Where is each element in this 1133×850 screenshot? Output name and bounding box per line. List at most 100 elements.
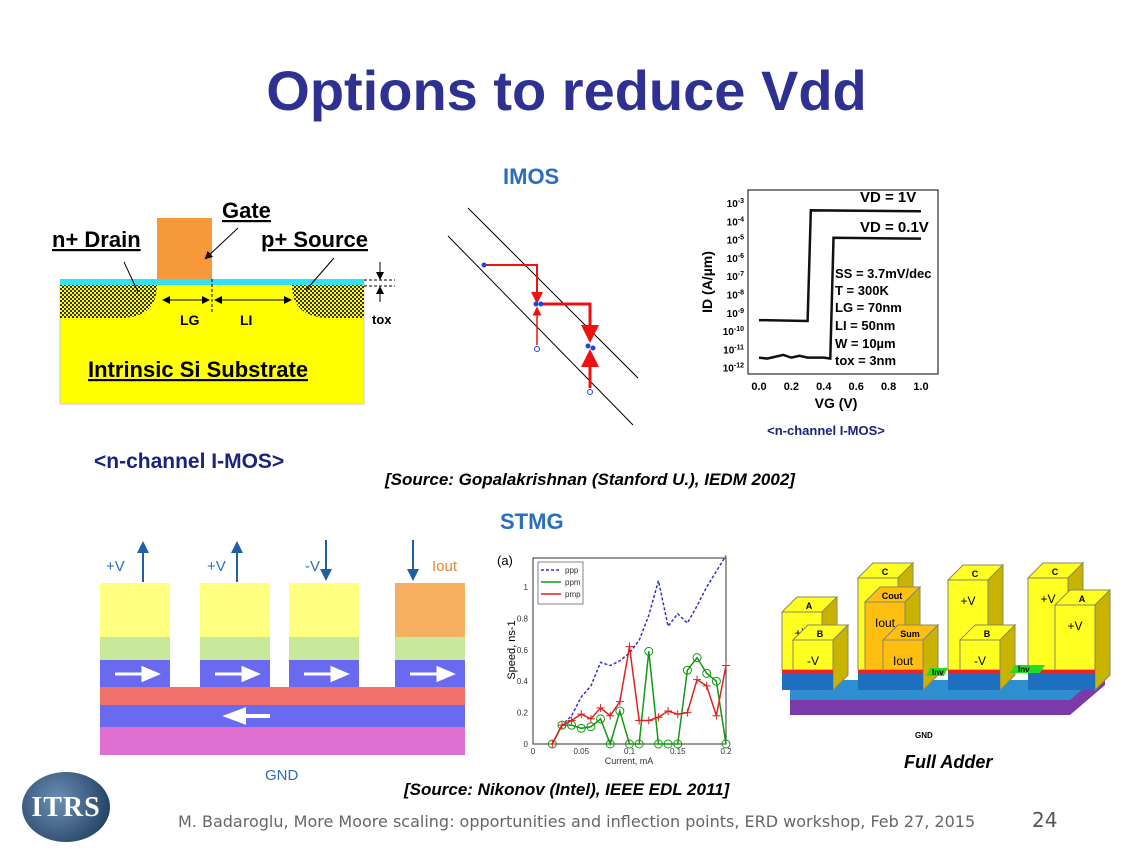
data-point bbox=[663, 739, 673, 749]
y-tick-label: 10-10 bbox=[723, 326, 744, 338]
y-tick-label: 10-4 bbox=[727, 216, 744, 228]
pillar-base bbox=[960, 674, 1000, 690]
y-tick-label: 10-7 bbox=[727, 271, 744, 283]
x-tick-label: 0.2 bbox=[720, 747, 732, 756]
magnet-top bbox=[200, 583, 270, 637]
data-point bbox=[693, 675, 702, 684]
y-axis-label: Speed, ns-1 bbox=[506, 620, 518, 679]
x-tick-label: 0.05 bbox=[573, 747, 589, 756]
x-axis-label: Current, mA bbox=[605, 756, 654, 766]
x-tick-label: 0.8 bbox=[881, 381, 896, 393]
pillar-red-layer bbox=[883, 670, 923, 674]
data-point bbox=[577, 710, 586, 719]
plot-frame bbox=[747, 189, 939, 375]
y-tick-label: 1 bbox=[524, 583, 529, 592]
param-lg: LG = 70nm bbox=[835, 300, 902, 315]
data-point bbox=[722, 661, 730, 670]
x-tick-label: 0.1 bbox=[624, 747, 636, 756]
data-point bbox=[664, 707, 673, 716]
data-point bbox=[596, 703, 605, 712]
y-tick-label: 10-11 bbox=[723, 344, 744, 356]
data-point bbox=[567, 716, 576, 725]
full-adder-diagram: A+VC+VC+VC+VA+VB-VCoutIoutSumIoutB-VInvI… bbox=[780, 561, 1112, 740]
drain-label: n+ Drain bbox=[52, 227, 141, 252]
data-point bbox=[635, 716, 644, 725]
pillar-label: B bbox=[817, 629, 824, 639]
stmg-heading: STMG bbox=[500, 509, 564, 534]
imos-heading: IMOS bbox=[503, 164, 560, 189]
data-point bbox=[721, 739, 731, 749]
gnd-label: GND bbox=[265, 767, 299, 784]
y-tick-label: 0.2 bbox=[517, 709, 529, 718]
legend-label-pmp: pmp bbox=[565, 590, 581, 599]
data-point bbox=[653, 739, 663, 749]
data-point bbox=[615, 706, 625, 716]
data-point bbox=[702, 668, 712, 678]
magnet-top bbox=[395, 583, 465, 637]
source-region bbox=[292, 285, 364, 318]
param-w: W = 10µm bbox=[835, 336, 896, 351]
magnet-top bbox=[289, 583, 359, 637]
param-tox: tox = 3nm bbox=[835, 353, 896, 368]
y-axis-label: ID (A/µm) bbox=[699, 251, 715, 313]
data-point bbox=[615, 697, 624, 706]
data-point bbox=[692, 653, 702, 663]
data-point bbox=[625, 739, 634, 749]
pillar-label: C bbox=[882, 567, 889, 577]
x-tick-label: 0.15 bbox=[670, 747, 686, 756]
pillar-red-layer bbox=[1055, 670, 1095, 674]
x-tick-label: 0 bbox=[531, 747, 536, 756]
li-label: LI bbox=[240, 312, 252, 328]
pillar-base bbox=[1055, 674, 1095, 690]
data-point bbox=[711, 676, 721, 686]
spacer-layer bbox=[200, 637, 270, 660]
y-tick-label: 10-5 bbox=[727, 235, 744, 247]
data-point bbox=[557, 721, 566, 730]
x-axis-label: VG (V) bbox=[815, 395, 858, 411]
inv-label: Inv bbox=[932, 668, 944, 677]
y-tick-label: 0.6 bbox=[517, 646, 529, 655]
pillar-voltage: +V bbox=[1067, 619, 1082, 633]
page-number: 24 bbox=[1032, 808, 1058, 832]
speed-chart: (a) Speed, ns-1 0 0.2 0.4 0.6 0.8 1 0 0.05 0.1 0.… bbox=[497, 553, 732, 766]
band-diagram bbox=[447, 207, 639, 426]
data-point bbox=[634, 739, 644, 749]
x-tick-label: 0.4 bbox=[816, 381, 832, 393]
legend-label-ppp: ppp bbox=[565, 566, 579, 575]
data-point bbox=[586, 714, 595, 723]
panel-label: (a) bbox=[497, 553, 513, 568]
pillar-label: C bbox=[1052, 567, 1059, 577]
imos-caption: <n-channel I-MOS> bbox=[94, 450, 284, 473]
x-tick-label: 0.0 bbox=[751, 381, 766, 393]
y-tick-label: 10-8 bbox=[727, 290, 744, 302]
pillar-red-layer bbox=[960, 670, 1000, 674]
pillar-voltage: +V bbox=[1040, 592, 1055, 606]
pillar-front bbox=[792, 639, 834, 671]
pillar-voltage: -V bbox=[807, 654, 819, 668]
series-line-VD1V bbox=[758, 209, 922, 323]
footer-text: M. Badaroglu, More Moore scaling: opport… bbox=[178, 812, 976, 831]
pillar-front bbox=[959, 639, 1001, 671]
series-line-ppp bbox=[551, 555, 727, 745]
spacer-layer bbox=[395, 637, 465, 660]
pillar-label: Cout bbox=[882, 591, 903, 601]
data-point bbox=[644, 716, 653, 725]
inverter bbox=[926, 668, 948, 676]
tox-label: tox bbox=[372, 312, 392, 327]
right-arrow-icon bbox=[115, 665, 161, 683]
y-tick-label: 0 bbox=[524, 740, 529, 749]
pillar-base bbox=[793, 674, 833, 690]
param-ss: SS = 3.7mV/dec bbox=[835, 266, 931, 281]
pillar-front bbox=[882, 639, 924, 671]
data-point bbox=[673, 710, 682, 719]
blue-layer bbox=[100, 705, 465, 727]
iv-caption: <n-channel I-MOS> bbox=[767, 423, 885, 438]
left-arrow-icon bbox=[222, 707, 270, 725]
id-vg-chart: VD = 1V VD = 0.1V SS = 3.7mV/dec T = 300… bbox=[699, 189, 939, 438]
y-tick-label: 0.4 bbox=[517, 677, 529, 686]
drain-region bbox=[60, 285, 157, 318]
x-tick-label: 0.2 bbox=[784, 381, 799, 393]
pillar-base bbox=[883, 674, 923, 690]
magnet-top bbox=[100, 583, 170, 637]
spacer-layer bbox=[289, 637, 359, 660]
